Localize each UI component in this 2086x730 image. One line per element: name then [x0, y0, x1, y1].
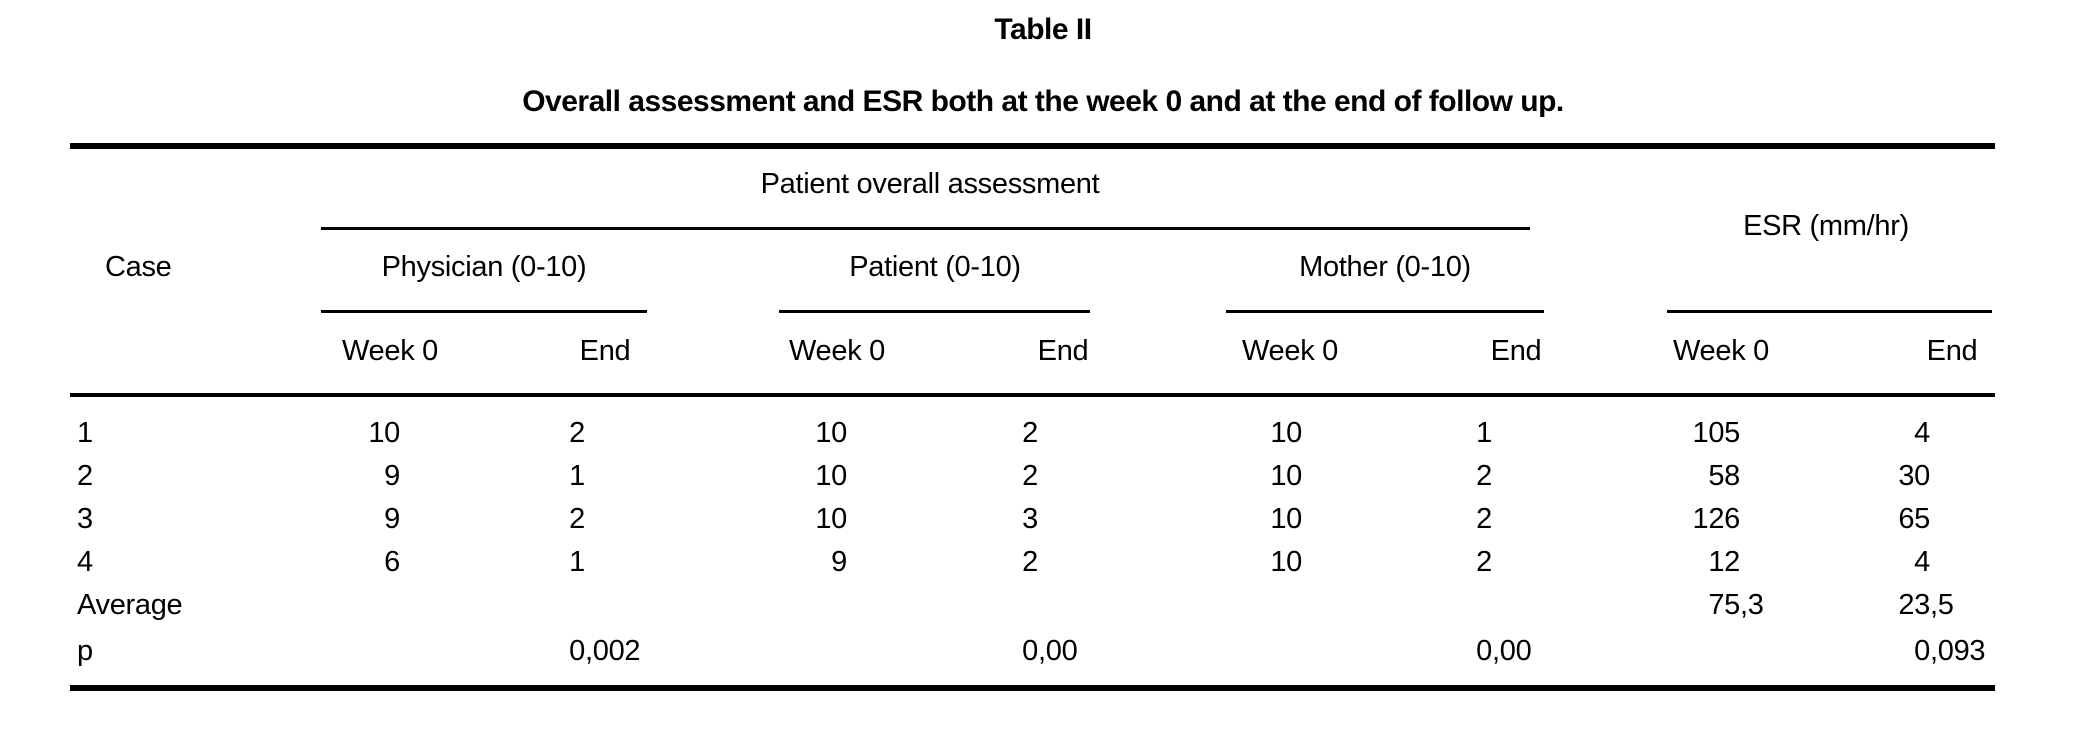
value-decimal-part: ,00 [1038, 635, 1078, 667]
value-integer-part: 4 [1914, 417, 1930, 449]
value-integer-part: 10 [815, 503, 847, 535]
table-row: p 0,002 0,00 0,00 0,093 [70, 633, 1995, 669]
table-row: 2 9 1 10 2 10 2 58 30 [70, 458, 1995, 494]
value-integer-part: 10 [1270, 503, 1302, 535]
value-integer-part: 2 [1022, 460, 1038, 492]
value-integer-part: 9 [831, 546, 847, 578]
column-header-week0-esr: Week 0 [1673, 335, 1769, 367]
value-integer-part: 10 [1270, 460, 1302, 492]
value-integer-part: 65 [1898, 503, 1930, 535]
cell-case: 4 [77, 546, 93, 578]
value-integer-part: 75 [1708, 589, 1740, 621]
header-physician: Physician (0-10) [381, 251, 587, 283]
column-header-end-patient: End [1037, 335, 1089, 367]
value-integer-part: 12 [1708, 546, 1740, 578]
patient-spanner-rule [779, 310, 1090, 313]
cell-case: 2 [77, 460, 93, 492]
header-bottom-rule [70, 393, 1995, 397]
value-integer-part: 2 [1476, 503, 1492, 535]
value-integer-part: 1 [569, 546, 585, 578]
column-header-week0-physician: Week 0 [342, 335, 438, 367]
column-header-week0-mother: Week 0 [1242, 335, 1338, 367]
esr-spanner-rule [1667, 310, 1992, 313]
column-header-end-esr: End [1926, 335, 1978, 367]
value-decimal-part: ,00 [1492, 635, 1532, 667]
value-integer-part: 2 [1022, 546, 1038, 578]
header-patient: Patient (0-10) [849, 251, 1021, 283]
cell-case: p [77, 635, 93, 667]
overall-assessment-spanner-rule [321, 227, 1530, 230]
value-integer-part: 0 [1914, 635, 1930, 667]
value-integer-part: 0 [1022, 635, 1038, 667]
table-title: Table II [994, 13, 1092, 46]
value-integer-part: 126 [1692, 503, 1741, 535]
value-integer-part: 2 [1476, 460, 1492, 492]
header-mother: Mother (0-10) [1299, 251, 1471, 283]
value-decimal-part: ,3 [1740, 589, 1764, 621]
column-header-end-physician: End [579, 335, 631, 367]
table-top-rule [70, 143, 1995, 149]
value-integer-part: 105 [1692, 417, 1741, 449]
value-integer-part: 10 [815, 460, 847, 492]
value-integer-part: 3 [1022, 503, 1038, 535]
value-integer-part: 9 [384, 503, 400, 535]
value-integer-part: 10 [1270, 417, 1302, 449]
physician-spanner-rule [321, 310, 647, 313]
value-integer-part: 4 [1914, 546, 1930, 578]
value-integer-part: 0 [569, 635, 585, 667]
value-integer-part: 1 [1476, 417, 1492, 449]
value-integer-part: 10 [815, 417, 847, 449]
value-decimal-part: ,002 [585, 635, 641, 667]
value-integer-part: 0 [1476, 635, 1492, 667]
value-integer-part: 9 [384, 460, 400, 492]
header-patient-overall-assessment: Patient overall assessment [760, 168, 1100, 200]
value-integer-part: 1 [569, 460, 585, 492]
mother-spanner-rule [1226, 310, 1544, 313]
value-integer-part: 6 [384, 546, 400, 578]
value-decimal-part: ,093 [1930, 635, 1986, 667]
value-integer-part: 10 [1270, 546, 1302, 578]
value-integer-part: 2 [569, 417, 585, 449]
value-integer-part: 30 [1898, 460, 1930, 492]
value-integer-part: 2 [1476, 546, 1492, 578]
header-esr: ESR (mm/hr) [1743, 210, 1909, 242]
table-subtitle: Overall assessment and ESR both at the w… [522, 85, 1564, 118]
value-integer-part: 2 [1022, 417, 1038, 449]
column-header-week0-patient: Week 0 [789, 335, 885, 367]
table-row: 1 10 2 10 2 10 1 105 4 [70, 415, 1995, 451]
value-integer-part: 58 [1708, 460, 1740, 492]
value-decimal-part: ,5 [1930, 589, 1954, 621]
header-case: Case [105, 251, 172, 283]
value-integer-part: 23 [1898, 589, 1930, 621]
column-header-end-mother: End [1490, 335, 1542, 367]
table-row: 3 9 2 10 3 10 2 126 65 [70, 501, 1995, 537]
cell-case: Average [77, 589, 183, 621]
table-row: Average 75,3 23,5 [70, 587, 1995, 623]
data-table: Patient overall assessment ESR (mm/hr) C… [70, 143, 1995, 703]
table-row: 4 6 1 9 2 10 2 12 4 [70, 544, 1995, 580]
table-bottom-rule [70, 685, 1995, 691]
value-integer-part: 10 [368, 417, 400, 449]
cell-case: 3 [77, 503, 93, 535]
value-integer-part: 2 [569, 503, 585, 535]
cell-case: 1 [77, 417, 93, 449]
